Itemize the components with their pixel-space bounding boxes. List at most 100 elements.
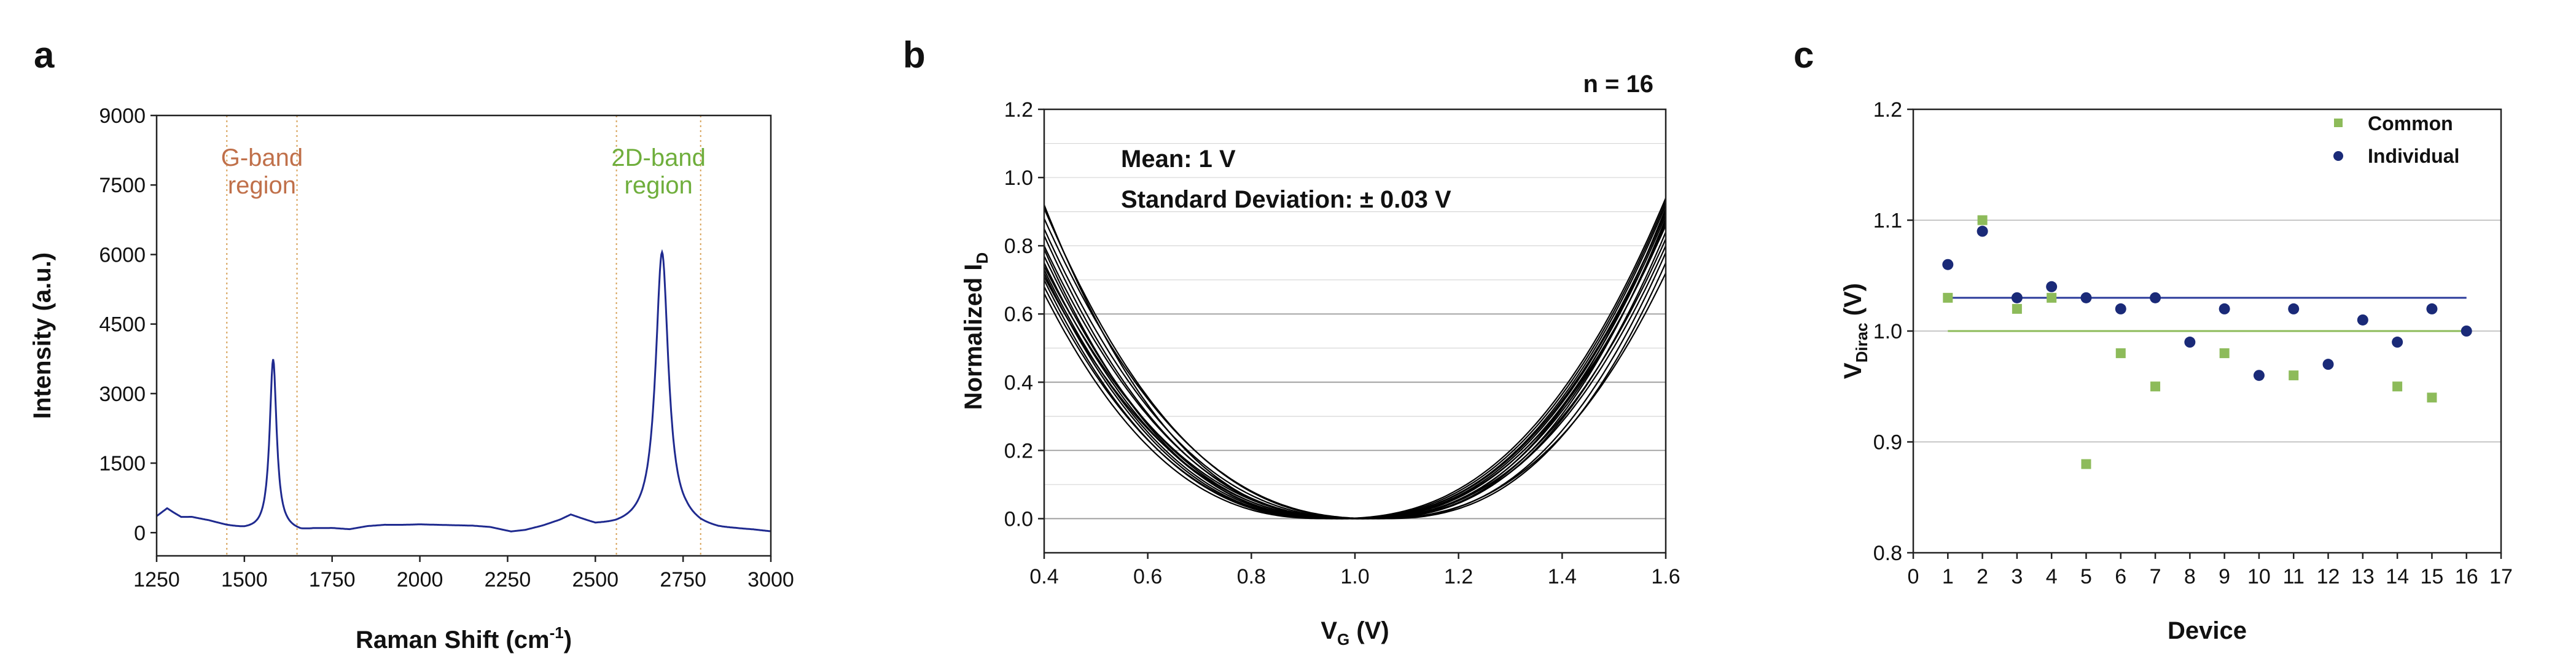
- individual-point: [2115, 303, 2126, 314]
- transfer-curve-11: [1043, 205, 1667, 520]
- panel-a-xtick-label: 1750: [309, 568, 356, 591]
- panel-b-label: b: [903, 34, 926, 76]
- panel-a-ytick-label: 6000: [99, 243, 146, 267]
- panel-c-xlabel: Device: [2168, 617, 2247, 644]
- panel-a-ytick-label: 4500: [99, 313, 146, 337]
- panel-c-xtick-label: 6: [2115, 565, 2126, 588]
- individual-point: [2426, 303, 2438, 314]
- panel-b-curves: [1043, 197, 1667, 520]
- panel-a-xtick-label: 1250: [133, 568, 180, 591]
- panel-a-ytick-label: 1500: [99, 452, 146, 475]
- panel-b-ytick-label: 0.8: [1004, 235, 1033, 258]
- panel-b-xtick-label: 0.8: [1237, 565, 1266, 588]
- 2d-band-annotation-line2: region: [625, 172, 693, 199]
- common-point: [2012, 303, 2022, 314]
- common-point: [2427, 392, 2437, 403]
- legend-common-label: Common: [2368, 112, 2453, 135]
- common-point: [2047, 292, 2057, 303]
- panel-b-xlabel-main: V: [1321, 617, 1337, 644]
- panel-c-ytick-label: 1.0: [1873, 320, 1902, 343]
- panel-c-ylabel-sub: Dirac: [1852, 322, 1871, 362]
- panel-a-ticks: 1250 1500 1750 2000 2250 2500 2750 3000 0 1500 300…: [99, 104, 794, 591]
- panel-c-xtick-label: 0: [1908, 565, 1919, 588]
- panel-c-ylabel: VDirac (V): [1840, 283, 1871, 379]
- panel-b-ytick-label: 1.0: [1004, 166, 1033, 190]
- standard-deviation-annotation: Standard Deviation: ± 0.03 V: [1121, 186, 1451, 213]
- panel-a-xtick-label: 2250: [485, 568, 531, 591]
- individual-point: [2011, 292, 2023, 303]
- individual-point: [1977, 225, 1988, 237]
- panel-b: b 0.4 0.6 0.8 1.0 1.2 1.4 1.6 0.0 0.2 0.4 0.6 0.8 1.…: [903, 34, 1680, 649]
- transfer-curve-3: [1044, 221, 1667, 520]
- g-band-annotation-line1: G-band: [221, 144, 303, 171]
- panel-c-xtick-label: 10: [2247, 565, 2271, 588]
- 2d-band-annotation-line1: 2D-band: [611, 144, 705, 171]
- panel-c-ytick-label: 1.1: [1873, 209, 1902, 233]
- panel-b-ytick-label: 1.2: [1004, 98, 1033, 122]
- transfer-curve-5: [1043, 208, 1667, 520]
- panel-c-xtick-label: 9: [2219, 565, 2230, 588]
- panel-b-ytick-label: 0.6: [1004, 303, 1033, 326]
- transfer-curve-14: [1043, 218, 1667, 520]
- panel-b-xtick-label: 1.4: [1548, 565, 1577, 588]
- mean-annotation: Mean: 1 V: [1121, 146, 1236, 173]
- panel-a-xlabel-close: ): [564, 626, 572, 653]
- transfer-curve-12: [1043, 225, 1667, 520]
- transfer-curve-7: [1044, 214, 1667, 520]
- panel-b-xtick-label: 1.2: [1444, 565, 1473, 588]
- panel-a-ylabel: Intensity (a.u.): [29, 252, 56, 419]
- g-band-annotation-line2: region: [228, 172, 296, 199]
- panel-b-ytick-label: 0.0: [1004, 507, 1033, 531]
- common-point: [2289, 370, 2299, 381]
- panel-a-frame: [155, 114, 772, 557]
- individual-point: [2357, 314, 2368, 326]
- individual-point: [2461, 326, 2472, 337]
- individual-point: [2288, 303, 2300, 314]
- panel-a-xtick-label: 3000: [747, 568, 794, 591]
- individual-point: [2150, 292, 2161, 303]
- individual-point: [2080, 292, 2092, 303]
- common-point: [2392, 381, 2403, 392]
- panel-b-ticks: 0.4 0.6 0.8 1.0 1.2 1.4 1.6 0.0 0.2 0.4 0.6 0.8 1.0 1…: [1004, 98, 1680, 588]
- individual-point: [2392, 337, 2403, 348]
- panel-c-xtick-label: 11: [2283, 565, 2305, 588]
- common-point: [2115, 348, 2126, 359]
- individual-point: [1942, 259, 1954, 270]
- individual-point: [2219, 303, 2230, 314]
- panel-c-ytick-label: 1.2: [1873, 98, 1902, 122]
- transfer-curve-6: [1044, 205, 1667, 520]
- panel-c-ticks: 0 1 2 3 4 5 6 7 8 9 10 11 12 13 14 15 16 170.80.91.01.11.…: [1873, 98, 2513, 588]
- panel-a-ytick-label: 7500: [99, 174, 146, 197]
- panel-b-xlabel: VG (V): [1321, 617, 1389, 649]
- panel-a-ytick-label: 3000: [99, 383, 146, 406]
- panel-c-xtick-label: 1: [1942, 565, 1954, 588]
- common-point: [1943, 292, 1953, 303]
- transfer-curve-13: [1044, 218, 1667, 520]
- panel-c-xtick-label: 4: [2046, 565, 2058, 588]
- panel-c-xtick-label: 13: [2351, 565, 2375, 588]
- individual-point: [2322, 359, 2334, 370]
- panel-c-xtick-label: 3: [2011, 565, 2023, 588]
- common-point: [2081, 459, 2091, 469]
- panel-b-frame: [1043, 108, 1667, 554]
- common-point: [2219, 348, 2230, 359]
- panel-b-xtick-label: 0.6: [1133, 565, 1162, 588]
- panel-a-xtick-label: 2500: [572, 568, 619, 591]
- panel-a-ytick-label: 0: [134, 521, 146, 545]
- panel-c-ytick-label: 0.9: [1873, 431, 1902, 454]
- transfer-curve-9: [1043, 228, 1666, 520]
- panel-c-xtick-label: 8: [2184, 565, 2196, 588]
- transfer-curve-16: [1043, 235, 1667, 520]
- panel-b-xtick-label: 1.6: [1651, 565, 1680, 588]
- panel-c-xtick-label: 14: [2386, 565, 2409, 588]
- panel-c-ylabel-unit: (V): [1840, 283, 1867, 322]
- panel-a-xlabel-sup: -1: [550, 623, 564, 642]
- panel-a-xlabel-main: Raman Shift (cm: [356, 626, 550, 653]
- sample-count-note: n = 16: [1583, 71, 1653, 98]
- individual-point: [2184, 337, 2196, 348]
- panel-b-xlabel-sub: G: [1337, 630, 1349, 649]
- raman-spectrum-line: [156, 249, 771, 532]
- panel-a-xlabel: Raman Shift (cm-1): [356, 623, 572, 653]
- panel-b-xtick-label: 0.4: [1029, 565, 1058, 588]
- panel-a-ytick-label: 9000: [99, 104, 146, 128]
